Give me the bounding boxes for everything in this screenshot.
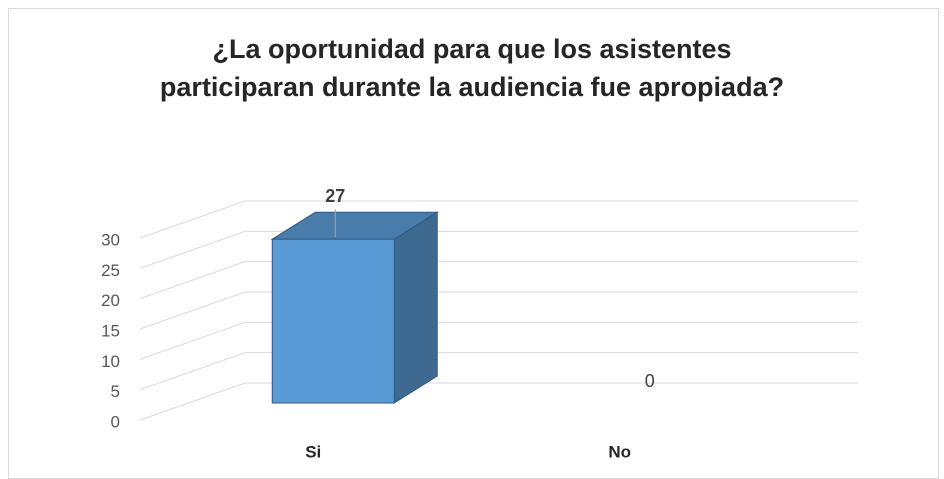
bar-face [271, 238, 395, 404]
grid-line [139, 200, 858, 239]
y-tick-label: 15 [101, 321, 120, 340]
x-tick-label: No [608, 442, 631, 461]
grid-line [139, 230, 858, 269]
y-tick-label: 25 [101, 261, 120, 280]
y-tick-label: 5 [111, 382, 120, 401]
grid-line [139, 291, 858, 330]
y-tick-label: 10 [101, 352, 120, 371]
grid-line [139, 352, 858, 391]
data-label: 27 [325, 186, 345, 206]
bar-face [393, 211, 438, 404]
grid-line [139, 382, 858, 421]
data-label: 0 [645, 371, 655, 391]
x-tick-label: Si [305, 442, 321, 461]
y-tick-label: 20 [101, 291, 120, 310]
y-tick-label: 30 [101, 230, 120, 249]
chart-title: ¿La oportunidad para que los asistentes … [159, 34, 785, 102]
bar [270, 211, 439, 404]
grid-line [139, 321, 858, 360]
grid-line [139, 261, 858, 300]
y-tick-label: 0 [111, 412, 120, 431]
